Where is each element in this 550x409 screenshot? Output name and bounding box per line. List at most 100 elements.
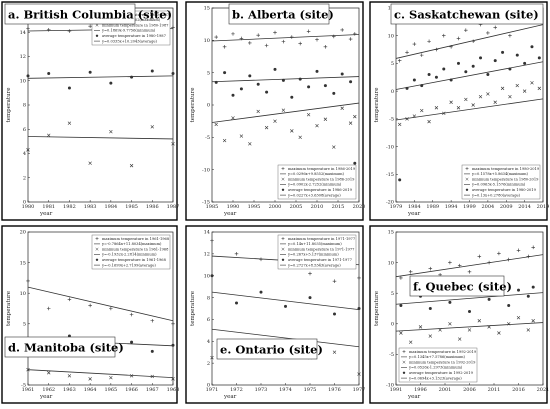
y-tick-label: -20: [386, 200, 394, 206]
data-point-average: [150, 349, 154, 353]
y-tick-label: 10: [20, 291, 26, 297]
legend-entry: average temperature in 1971-1977: [288, 258, 353, 262]
data-point-average: [210, 274, 214, 278]
data-point-average: [171, 343, 175, 347]
data-point-average: [109, 81, 113, 85]
x-tick-label: 1991: [390, 387, 403, 393]
y-tick-label: -15: [386, 172, 394, 178]
legend-marker-maximum: [281, 237, 285, 241]
data-point-average: [290, 95, 294, 99]
data-point-average: [464, 70, 468, 74]
legend: maximum temperature in 1961-1968y=-0.786…: [91, 234, 171, 270]
y-axis-label: temperature: [190, 291, 196, 326]
y-tick-label: 5: [23, 322, 26, 328]
data-point-minimum: [508, 94, 512, 99]
legend-marker-minimum: [465, 177, 469, 181]
data-point-average: [515, 53, 519, 57]
x-tick-label: 1999: [463, 204, 476, 210]
trend-line-series-2: [395, 98, 544, 121]
data-point-minimum: [332, 350, 337, 354]
legend-entry: average temperature in 1986-2019: [288, 188, 353, 192]
legend-entry: average temperature in 1980-2019: [472, 188, 537, 192]
legend-entry: y=0.0902x-2.7252(minimum): [287, 183, 342, 187]
data-point-maximum: [397, 58, 402, 63]
data-point-average: [353, 161, 357, 165]
legend-entry: average temperature in 1992-2019: [409, 371, 474, 375]
data-point-maximum: [264, 43, 269, 48]
data-point-minimum: [408, 340, 413, 344]
legend-marker-average: [281, 258, 285, 261]
data-point-minimum: [214, 122, 218, 127]
x-tick-label: 2001: [439, 387, 452, 393]
x-axis-label: year: [407, 394, 421, 400]
legend-entry: y=0.0963x-5.1576(minimum): [471, 183, 526, 187]
legend-entry: maximum temperature in 1971-1977: [288, 237, 356, 241]
trend-line-series-3: [27, 75, 174, 79]
y-tick-label: 2: [207, 361, 210, 367]
data-point-maximum: [239, 36, 244, 41]
y-tick-label: 10: [204, 273, 210, 279]
data-point-minimum: [493, 100, 497, 104]
data-point-maximum: [408, 269, 413, 274]
data-point-minimum: [239, 134, 244, 138]
data-point-minimum: [434, 106, 439, 110]
data-point-average: [449, 78, 453, 82]
data-point-maximum: [222, 45, 227, 49]
y-tick-label: 20: [20, 230, 26, 236]
x-tick-label: 1985: [206, 204, 219, 210]
x-tick-label: 2000: [269, 204, 282, 210]
y-tick-label: 6: [207, 317, 210, 323]
data-point-maximum: [67, 297, 72, 302]
y-tick-label: -5: [205, 135, 210, 141]
x-tick-label: 1964: [84, 387, 97, 393]
chart-panel-3: 1979 1984 1989 1994 1999 2004 2009 2014 2019 -20 -…: [369, 1, 549, 221]
data-point-maximum: [526, 254, 531, 259]
trend-line-series-2: [211, 102, 360, 123]
data-point-maximum: [531, 245, 535, 250]
chart-panel-5: 1971 1972 1973 1974 1975 1976 1977 0 2 4 6 8 10 12 14 y…: [185, 225, 365, 404]
x-tick-label: 1984: [104, 204, 117, 210]
legend-entry: y=-0.1699x+2.7199(average): [101, 263, 156, 267]
y-tick-label: 12: [204, 252, 210, 258]
legend-marker-average: [281, 188, 285, 191]
x-tick-label: 1963: [63, 387, 76, 393]
data-point-maximum: [26, 26, 30, 31]
x-tick-label: 1981: [42, 204, 55, 210]
data-point-maximum: [427, 39, 431, 44]
legend-entry: average temperature in 1961-1968: [102, 258, 167, 262]
data-point-average: [340, 72, 344, 76]
legend-entry: maximum temperature in 1986-2019: [288, 167, 356, 171]
data-point-maximum: [448, 260, 452, 265]
data-point-minimum: [522, 89, 527, 93]
x-tick-label: 1974: [279, 387, 292, 393]
data-point-average: [530, 45, 534, 49]
panel-title-box: [216, 338, 318, 360]
data-point-minimum: [418, 325, 423, 329]
y-tick-label: 5: [391, 291, 394, 297]
y-axis-label: temperature: [6, 291, 12, 326]
data-point-minimum: [449, 100, 453, 104]
x-tick-label: 1976: [328, 387, 341, 393]
data-point-minimum: [129, 163, 134, 168]
legend-marker-average: [402, 371, 406, 374]
legend-entry: y=0.0296x+9.8552(maximum): [287, 172, 344, 176]
x-tick-label: 2016: [512, 387, 525, 393]
data-point-maximum: [399, 276, 403, 280]
data-point-average: [332, 91, 336, 95]
legend-box: [277, 164, 357, 200]
y-tick-label: 10: [204, 38, 210, 44]
y-tick-label: 4: [23, 151, 26, 157]
data-point-average: [259, 290, 263, 294]
data-point-maximum: [46, 306, 51, 311]
data-point-average: [239, 87, 243, 91]
panel-title: c. Saskatchewan (site): [394, 8, 539, 22]
legend-marker-maximum: [95, 237, 99, 241]
data-point-maximum: [290, 35, 294, 39]
data-point-maximum: [234, 252, 239, 256]
data-point-minimum: [47, 133, 51, 138]
data-point-minimum: [348, 121, 353, 125]
x-tick-label: 2009: [500, 204, 513, 210]
y-tick-label: -10: [202, 167, 210, 173]
panel-title: d. Manitoba (site): [8, 341, 124, 355]
data-point-minimum: [256, 109, 260, 114]
